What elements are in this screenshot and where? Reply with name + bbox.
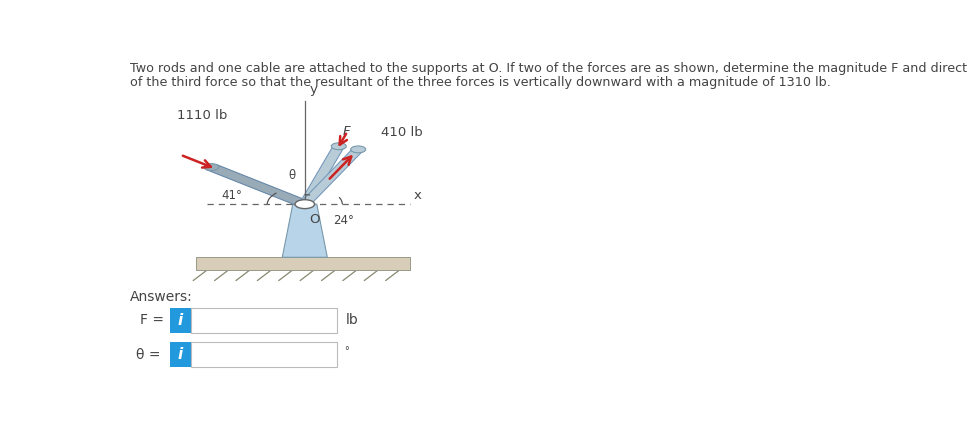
Text: x: x: [413, 190, 421, 202]
Text: °: °: [345, 346, 349, 356]
Text: 24°: 24°: [333, 214, 354, 227]
Text: O: O: [310, 213, 319, 226]
Text: θ: θ: [288, 169, 296, 182]
Text: 1110 lb: 1110 lb: [177, 109, 227, 121]
Bar: [196, 257, 409, 270]
Polygon shape: [300, 148, 363, 205]
Text: θ =: θ =: [136, 348, 161, 362]
Text: 41°: 41°: [222, 189, 243, 202]
Text: i: i: [178, 347, 183, 362]
Circle shape: [350, 146, 366, 153]
Text: Answers:: Answers:: [130, 290, 193, 304]
Text: i: i: [178, 313, 183, 328]
FancyBboxPatch shape: [191, 308, 337, 333]
Text: y: y: [310, 83, 318, 96]
Text: F =: F =: [139, 313, 164, 328]
FancyBboxPatch shape: [169, 308, 191, 333]
FancyBboxPatch shape: [191, 342, 337, 367]
Circle shape: [331, 143, 347, 150]
Polygon shape: [299, 146, 345, 205]
Polygon shape: [206, 165, 310, 207]
Text: 410 lb: 410 lb: [380, 126, 422, 139]
Circle shape: [204, 164, 219, 170]
Circle shape: [295, 200, 315, 209]
Text: F: F: [343, 125, 350, 138]
Text: lb: lb: [347, 313, 359, 328]
Text: of the third force so that the resultant of the three forces is vertically downw: of the third force so that the resultant…: [130, 76, 831, 89]
Text: Two rods and one cable are attached to the supports at O. If two of the forces a: Two rods and one cable are attached to t…: [130, 62, 968, 75]
Polygon shape: [283, 204, 327, 257]
FancyBboxPatch shape: [169, 342, 191, 367]
